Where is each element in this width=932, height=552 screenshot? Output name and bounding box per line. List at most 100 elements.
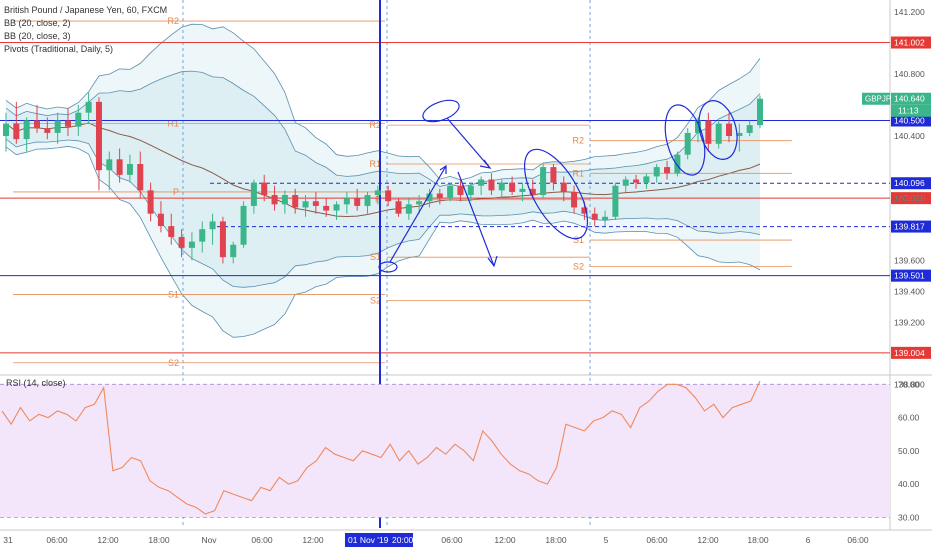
candle-body [581, 207, 588, 214]
legend-pivots[interactable]: Pivots (Traditional, Daily, 5) [4, 44, 114, 54]
rsi-title: RSI (14, close) [6, 378, 66, 388]
symbol-tag-bg [862, 92, 890, 105]
level-tag-bg-0 [891, 36, 931, 49]
price-axis-tick: 141.200 [894, 7, 925, 17]
legend-bb-3[interactable]: BB (20, close, 3) [4, 31, 71, 41]
candle-body [364, 195, 371, 206]
pivot-label-r2: R2 [572, 136, 584, 146]
candle-body [157, 213, 164, 227]
candle-body [281, 195, 288, 205]
candle-body [416, 201, 423, 205]
level-tag-3: 140.000 [894, 193, 925, 203]
time-axis-tick: 12:00 [97, 535, 119, 545]
candle-body [333, 204, 340, 211]
pivot-label-s1: S1 [168, 289, 179, 299]
level-tag-4: 139.817 [894, 222, 925, 232]
time-axis-tick: 6 [806, 535, 811, 545]
bb-2-upper [5, 70, 761, 188]
candle-body [684, 132, 691, 155]
annotation-arrow [446, 117, 491, 169]
candle-body [540, 167, 547, 196]
pivot-label-r2: R2 [167, 16, 179, 26]
candle-body [467, 185, 474, 196]
candle-body [168, 226, 175, 237]
price-axis-tick: 138.800 [894, 380, 925, 390]
candle-body [529, 188, 536, 196]
candle-body [653, 167, 660, 177]
candle-body [736, 132, 743, 137]
annotation-ellipse [378, 261, 398, 273]
time-axis-tick: 06:00 [441, 535, 463, 545]
candle-body [488, 179, 495, 191]
price-axis-tick: 139.600 [894, 255, 925, 265]
level-tag-bg-6 [891, 346, 931, 359]
time-axis-tick: Nov [201, 535, 217, 545]
time-axis-tick: 18:00 [148, 535, 170, 545]
level-tag-bg-4 [891, 220, 931, 233]
rsi-axis-tick: 40.00 [898, 479, 920, 489]
annotation-arrow [439, 164, 447, 174]
annotation-ellipse [422, 99, 460, 123]
candle-body [261, 182, 268, 196]
pivot-label-r2: R2 [369, 120, 381, 130]
time-axis-tick: 12:00 [494, 535, 516, 545]
level-tag-1: 140.500 [894, 115, 925, 125]
pivot-label-s2: S2 [168, 358, 179, 368]
candle-body [209, 221, 216, 230]
candle-body [664, 167, 671, 174]
rsi-axis-tick: 30.00 [898, 512, 920, 522]
candle-body [757, 98, 763, 126]
time-axis-tick: 06:00 [646, 535, 668, 545]
candle-body [240, 205, 247, 245]
candle-body [571, 191, 578, 208]
candle-body [426, 193, 433, 202]
price-axis-tick: 140.400 [894, 131, 925, 141]
annotation-ellipse [698, 100, 738, 160]
candle-body [622, 179, 629, 186]
candle-body [33, 120, 40, 129]
price-axis-tick: 139.400 [894, 286, 925, 296]
annotation-arrow [487, 255, 498, 268]
candle-body [633, 179, 640, 183]
candle-body [405, 204, 412, 214]
legend-bb-2[interactable]: BB (20, close, 2) [4, 18, 71, 28]
candle-body [385, 190, 392, 202]
candle-body [219, 221, 226, 258]
level-tag-5: 139.501 [894, 271, 925, 281]
candle-body [519, 188, 526, 192]
crosshair-date-label: 01 Nov '19 [348, 535, 389, 545]
annotation-arrow [479, 159, 492, 169]
pivot-label-s1: S1 [370, 252, 381, 262]
candle-body [271, 195, 278, 205]
candle-body [447, 185, 454, 199]
price-axis-tick: 140.800 [894, 69, 925, 79]
candle-body [147, 190, 154, 214]
candle-body [137, 163, 144, 191]
rsi-axis-tick: 50.00 [898, 446, 920, 456]
candle-body [705, 120, 712, 144]
candle-body [746, 125, 753, 133]
candle-body [715, 123, 722, 144]
level-tag-bg-5 [891, 269, 931, 282]
candle-body [323, 205, 330, 211]
time-axis-tick: 5 [604, 535, 609, 545]
countdown-tag: 11:13 [898, 106, 919, 116]
level-tag-6: 139.004 [894, 348, 925, 358]
candle-body [695, 120, 702, 133]
candle-body [75, 112, 82, 127]
candle-body [23, 120, 30, 140]
level-tag-bg-3 [891, 192, 931, 205]
level-tag-bg-1 [891, 114, 931, 127]
candle-body [312, 201, 319, 206]
candle-body [343, 198, 350, 205]
candle-body [188, 241, 195, 248]
candle-body [106, 159, 113, 171]
candle-body [95, 101, 102, 171]
rsi-axis-tick: 60.00 [898, 413, 920, 423]
crosshair-time-bg [345, 533, 413, 547]
crosshair-time-label: 20:00 [392, 535, 414, 545]
candle-body [116, 159, 123, 175]
symbol-title[interactable]: British Pound / Japanese Yen, 60, FXCM [4, 5, 168, 15]
pivot-label-s2: S2 [370, 296, 381, 306]
price-axis-tick: 140.000 [894, 193, 925, 203]
